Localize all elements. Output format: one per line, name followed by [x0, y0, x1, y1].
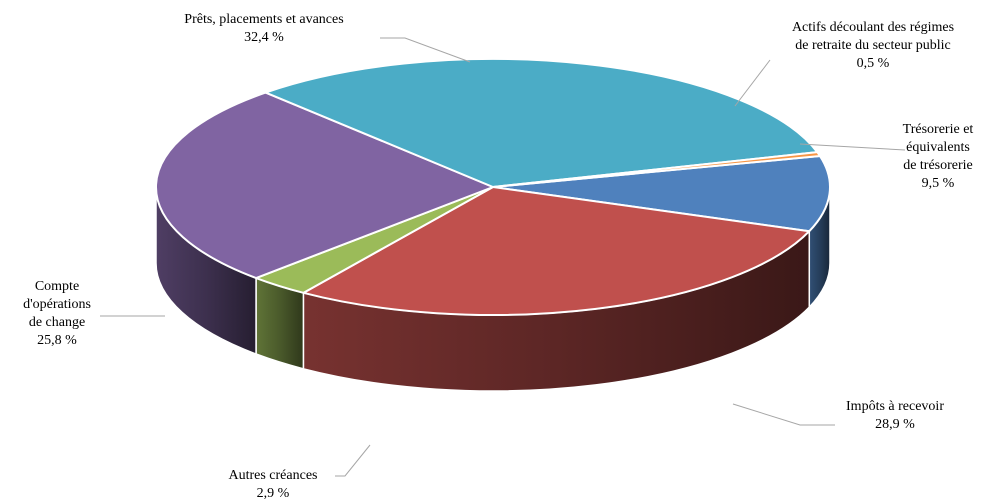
slice-labels: Trésorerie et équivalents de trésorerie 9,5… — [23, 12, 973, 501]
pie-tops — [155, 58, 831, 316]
pie-slice-tresorerie-et-equivalents-de-tresorerie — [492, 155, 831, 233]
data-label-tresorerie-et-equivalents-de-tresorerie: Trésorerie et équivalents de trésorerie 9,5… — [903, 122, 974, 191]
data-label-prets-placements-et-avances: Prêts, placements et avances 32,4 % — [184, 12, 343, 45]
pie-slice-impots-a-recevoir — [302, 186, 811, 316]
data-label-actifs-decoulant-des-regimes-de-retraite-du-secteur-public: Actifs découlant des régimes de retraite … — [792, 20, 954, 71]
leader-lines — [100, 37, 906, 477]
data-label-impots-a-recevoir: Impôts à recevoir 28,9 % — [846, 399, 944, 432]
pie-slice-compte-d-operations-de-change — [155, 91, 494, 280]
leader-line-actifs-decoulant-des-regimes-de-retraite-du-secteur-public — [734, 59, 771, 107]
pie-slice-actifs-decoulant-des-regimes-de-retraite-du-secteur-public — [492, 151, 821, 188]
data-label-compte-d-operations-de-change: Compte d'opérations de change 25,8 % — [23, 279, 91, 348]
pie-slice-prets-placements-et-avances — [264, 58, 819, 188]
data-label-autres-creances: Autres créances 2,9 % — [228, 468, 317, 501]
leader-line-prets-placements-et-avances — [380, 37, 471, 63]
pie-sides — [155, 186, 831, 392]
leader-line-tresorerie-et-equivalents-de-tresorerie — [799, 143, 906, 151]
leader-line-impots-a-recevoir — [732, 403, 835, 426]
leader-line-autres-creances — [335, 444, 371, 477]
